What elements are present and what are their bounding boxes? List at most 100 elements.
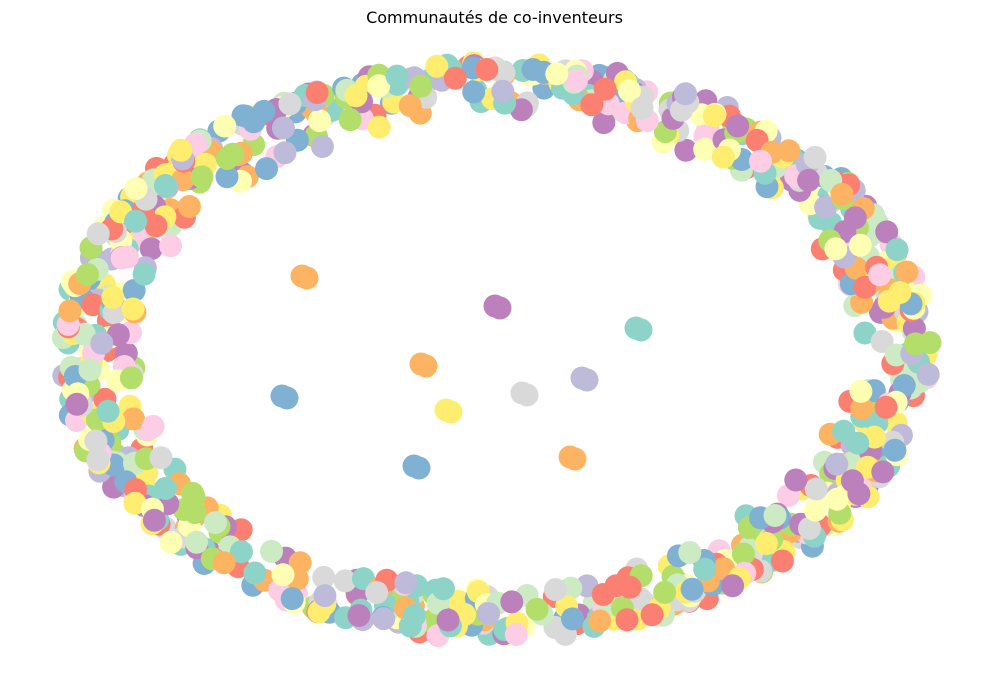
ring-node [693, 137, 717, 161]
ring-node [305, 81, 329, 105]
ring-node [278, 92, 302, 116]
ring-node [169, 138, 193, 162]
ring-node [674, 82, 697, 106]
ring-node [824, 237, 848, 261]
ring-node [504, 623, 528, 646]
ring-node [425, 54, 449, 78]
ring-node [702, 104, 726, 128]
ring-node [475, 58, 499, 81]
ring-node [58, 299, 82, 323]
ring-node [565, 69, 588, 92]
ring-node [333, 569, 357, 593]
ring-node [273, 141, 297, 165]
ring-node [229, 540, 253, 564]
ring-node [591, 583, 615, 606]
ring-node [144, 214, 168, 238]
ring-node [544, 578, 567, 602]
ring-node [680, 577, 704, 601]
ring-node [365, 581, 389, 604]
ring-node [711, 145, 735, 169]
ring-node [65, 392, 89, 416]
ring-node [344, 84, 368, 108]
ring-node [213, 114, 237, 138]
ring-node [271, 116, 295, 140]
ring-node [271, 563, 295, 587]
ring-node [78, 358, 102, 382]
ring-node [693, 557, 717, 581]
inner-node [629, 318, 653, 342]
ring-node [848, 233, 872, 257]
ring-node [308, 109, 331, 133]
ring-node [797, 168, 821, 192]
ring-node [183, 501, 207, 524]
ring-node [123, 491, 147, 515]
ring-node [500, 590, 524, 614]
ring-node [398, 94, 422, 118]
ring-node [310, 135, 334, 158]
inner-node [575, 368, 599, 392]
ring-node [521, 58, 545, 81]
ring-node [849, 379, 873, 403]
ring-node [204, 511, 227, 535]
ring-node [492, 61, 516, 85]
ring-node [843, 206, 867, 230]
ring-node [895, 260, 919, 284]
ring-node [721, 574, 745, 598]
ring-node [871, 460, 895, 484]
inner-node [295, 266, 319, 290]
ring-node [847, 482, 871, 506]
ring-node [215, 147, 239, 170]
ring-node [121, 297, 145, 321]
inner-node [407, 456, 431, 480]
ring-node [615, 608, 639, 632]
ring-node [618, 575, 642, 599]
ring-node-group [51, 51, 942, 648]
ring-node [850, 397, 874, 420]
ring-node [653, 580, 677, 604]
ring-node [177, 195, 201, 218]
ring-node [770, 549, 794, 573]
ring-node [367, 74, 391, 98]
ring-node [190, 165, 214, 189]
ring-node [804, 477, 828, 501]
ring-node [617, 79, 641, 103]
ring-node [215, 165, 239, 189]
ring-node [545, 62, 569, 86]
ring-node [149, 446, 173, 470]
inner-node [414, 354, 438, 378]
ring-node [640, 603, 664, 627]
ring-node [726, 114, 750, 138]
ring-node [409, 74, 433, 98]
ring-node [90, 331, 114, 355]
ring-node [119, 366, 143, 390]
ring-node [124, 209, 148, 233]
ring-node [588, 609, 612, 633]
ring-node [398, 614, 422, 638]
ring-node [288, 551, 312, 575]
ring-node [141, 414, 165, 438]
ring-node [885, 238, 909, 262]
ring-node [803, 498, 827, 522]
ring-node [185, 530, 209, 554]
inner-cluster-group [270, 264, 653, 480]
ring-node [749, 149, 772, 173]
ring-node [491, 79, 515, 103]
ring-node [477, 602, 501, 626]
ring-node [372, 607, 396, 631]
ring-node [777, 139, 801, 163]
ring-node [592, 111, 616, 135]
ring-node [86, 222, 110, 246]
inner-node [488, 296, 512, 320]
ring-node [338, 108, 362, 132]
ring-node [153, 477, 177, 500]
ring-node [874, 395, 898, 419]
ring-node [101, 285, 125, 309]
ring-node [825, 487, 849, 511]
ring-node [159, 234, 183, 258]
ring-node [313, 584, 337, 608]
ring-node [916, 362, 940, 386]
ring-node [803, 145, 827, 169]
ring-node [122, 407, 145, 431]
ring-node [731, 542, 755, 566]
